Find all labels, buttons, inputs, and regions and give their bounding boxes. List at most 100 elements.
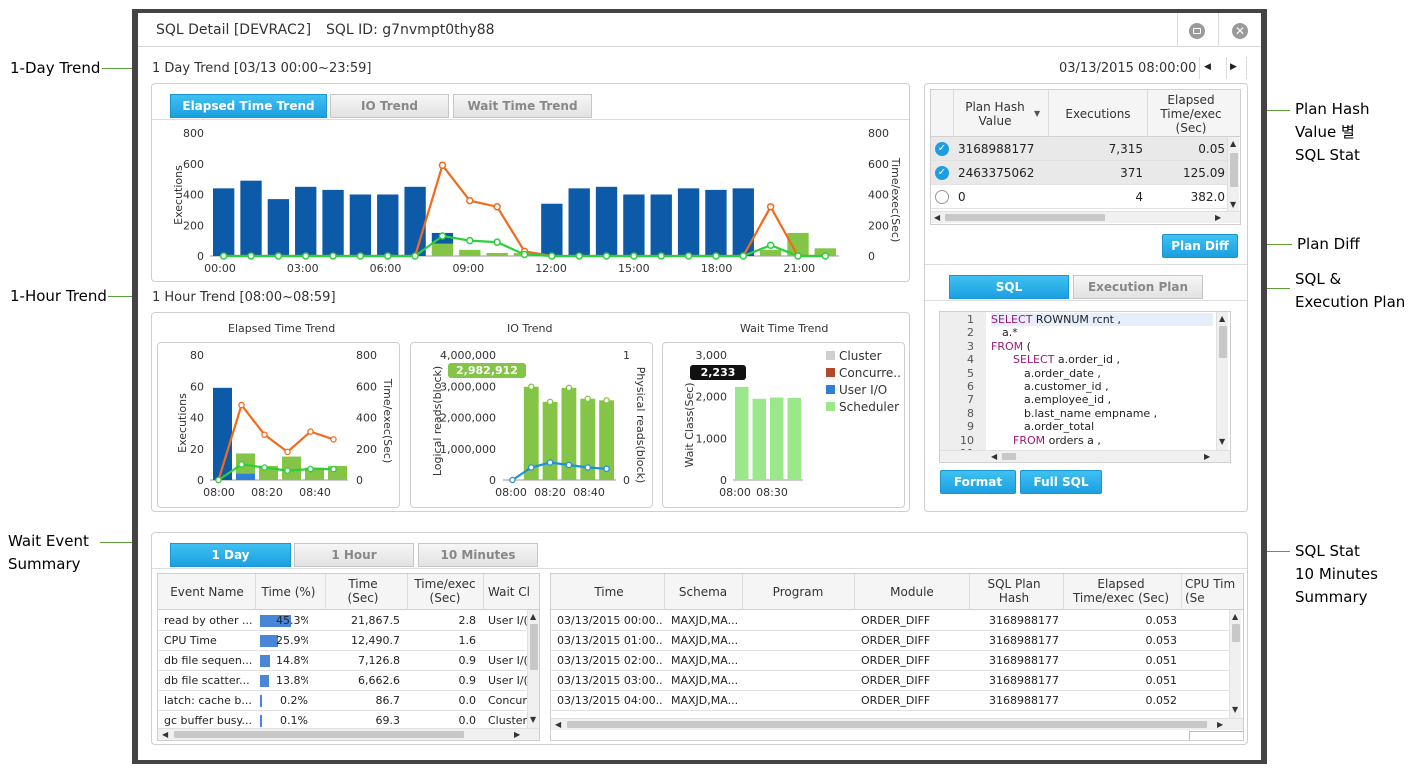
tab-io-trend[interactable]: IO Trend <box>330 94 449 118</box>
elapsed-cell: 0.051 <box>1145 674 1178 687</box>
col-time-sec[interactable]: Time (Sec) <box>347 577 379 605</box>
sql-line-number: 5 <box>967 366 974 380</box>
stat-hscroll[interactable]: ◀ ▶ <box>551 718 1243 730</box>
execution-bar <box>404 186 426 256</box>
tab-sql[interactable]: SQL <box>949 275 1069 299</box>
col-schema[interactable]: Schema <box>678 585 728 599</box>
logical-read-point <box>584 395 591 403</box>
execution-bar <box>322 189 344 256</box>
tab-10minutes[interactable]: 10 Minutes <box>418 543 538 567</box>
col-module[interactable]: Module <box>890 585 934 599</box>
x-tick: 12:00 <box>535 262 567 275</box>
plan-hscroll[interactable]: ◀ ▶ <box>931 211 1240 223</box>
scheduler-bar <box>752 398 766 480</box>
cpu-point <box>356 252 365 260</box>
wait-event-row[interactable]: db file sequen... 14.8% 7,126.8 0.9 User I/( <box>158 651 528 670</box>
wait-event-row[interactable]: CPU Time 25.9% 12,490.7 1.6 <box>158 631 526 650</box>
close-icon[interactable]: ✕ <box>1232 23 1248 39</box>
sql-editor[interactable]: 1 SELECT ROWNUM rcnt , 2 a.* 3 FROM (4 SELECT … <box>939 311 1231 463</box>
cpu-point <box>307 465 314 473</box>
unchecked-icon[interactable] <box>935 190 949 204</box>
elapsed-cell: 0.05 <box>1198 142 1225 156</box>
execution-bar <box>213 188 235 256</box>
format-sql-button[interactable]: Format SQL <box>940 470 1016 511</box>
elapsed-cell: 0.051 <box>1145 654 1178 667</box>
col-sql-plan-hash[interactable]: SQL Plan Hash <box>987 577 1041 605</box>
wait-event-row[interactable]: db file scatter... 13.8% 6,662.6 0.9 User I/… <box>158 671 528 690</box>
plan-row[interactable]: 0 4 382.0 <box>931 185 1227 209</box>
y-tick-right: 600 <box>868 158 889 171</box>
execution-bar <box>213 387 232 480</box>
y-axis-label-right: Physical reads(block) <box>634 367 647 484</box>
sql-stat-row[interactable]: 03/13/2015 03:00... MAXJD,MA... ORDER_DIFF… <box>551 671 1229 690</box>
wait-hscroll[interactable]: ◀ ▶ <box>158 728 539 740</box>
sql-hscroll[interactable]: ◀ ▶ <box>940 450 1230 462</box>
col-elapsed[interactable]: Elapsed Time/exec (Sec) <box>1160 93 1222 135</box>
elapsed-point <box>238 401 245 409</box>
logical-read-bar <box>599 400 614 480</box>
time-pct-bar <box>260 715 262 727</box>
sql-vscroll[interactable]: ▲ ▼ <box>1216 312 1228 450</box>
event-name-cell: latch: cache b... <box>164 694 252 707</box>
checked-icon[interactable]: ✓ <box>935 166 949 180</box>
col-program[interactable]: Program <box>772 585 824 599</box>
tab-elapsed-time-trend[interactable]: Elapsed Time Trend <box>170 94 327 118</box>
sql-line-number: 8 <box>967 406 974 420</box>
cpu-point <box>247 252 255 260</box>
executions-cell: 7,315 <box>1108 142 1143 156</box>
col-plan-hash[interactable]: Plan Hash Value <box>965 100 1025 128</box>
plan-diff-button[interactable]: Plan Diff <box>1162 234 1238 258</box>
wait-event-row[interactable]: latch: cache b... 0.2% 86.7 0.0 Concur <box>158 691 527 710</box>
sql-stat-row[interactable]: 03/13/2015 02:00... MAXJD,MA... ORDER_DIFF… <box>551 651 1229 670</box>
checked-icon[interactable]: ✓ <box>935 142 949 156</box>
elapsed-line <box>217 402 334 481</box>
stat-vscroll[interactable]: ▲ ▼ <box>1229 610 1241 718</box>
sql-line-number: 10 <box>960 433 974 447</box>
wait-vscroll[interactable]: ▲ ▼ <box>527 610 539 728</box>
module-cell: ORDER_DIFF <box>861 614 931 627</box>
cpu-point <box>575 252 583 260</box>
wait-badge: 2,233 <box>701 366 736 379</box>
physical-read-point <box>584 464 591 471</box>
hour-io-box: 4,000,000 3,000,000 2,000,000 1,000,000 0 1 0 L… <box>410 342 653 508</box>
sql-stat-row[interactable]: 03/13/2015 01:00... MAXJD,MA... ORDER_DIFF… <box>551 631 1229 650</box>
col-cpu-time[interactable]: CPU Tim (Se <box>1185 577 1236 605</box>
sql-stat-row[interactable]: 03/13/2015 00:00... MAXJD,MA... ORDER_DIFF… <box>551 611 1229 630</box>
x-tick: 08:00 <box>495 486 527 499</box>
plan-vscroll[interactable]: ▲ ▼ <box>1227 137 1239 211</box>
tab-1hour[interactable]: 1 Hour <box>294 543 414 567</box>
col-time-pct[interactable]: Time (%) <box>261 585 316 599</box>
plan-row[interactable]: ✓ 3168988177 7,315 0.05 <box>931 137 1227 161</box>
legend-swatch <box>826 402 835 411</box>
y-tick-right: 200 <box>356 443 377 456</box>
x-tick: 08:00 <box>719 486 751 499</box>
full-sql-text-button[interactable]: Full SQL Text <box>1020 470 1102 511</box>
sql-line: a.order_date , <box>1024 366 1101 380</box>
sort-down-icon[interactable]: ▼ <box>1034 109 1041 118</box>
tab-execution-plan[interactable]: Execution Plan <box>1073 275 1203 299</box>
next-arrow-icon[interactable]: ▶ <box>1230 62 1237 72</box>
tab-wait-time-trend[interactable]: Wait Time Trend <box>453 94 592 118</box>
prev-arrow-icon[interactable]: ◀ <box>1204 62 1211 72</box>
green-bar <box>431 243 454 256</box>
col-elapsed-exec[interactable]: Elapsed Time/exec (Sec) <box>1072 577 1170 605</box>
col-event-name[interactable]: Event Name <box>170 585 244 599</box>
col-wait-class[interactable]: Wait Cl <box>488 585 531 599</box>
wait-event-row[interactable]: gc buffer busy... 0.1% 69.3 0.0 Cluster <box>158 711 527 730</box>
plan-hash-cell: 0 <box>958 190 966 204</box>
y-axis-label-left: Wait Class(Sec) <box>683 382 696 467</box>
col-executions[interactable]: Executions <box>1065 107 1131 121</box>
col-time[interactable]: Time <box>594 585 624 599</box>
minimize-icon[interactable] <box>1189 23 1205 39</box>
plan-row[interactable]: ✓ 2463375062 371 125.09 <box>931 161 1227 185</box>
col-time-exec[interactable]: Time/exec (Sec) <box>414 577 476 605</box>
plan-hash-cell: 3168988177 <box>989 634 1059 647</box>
tab-1day[interactable]: 1 Day <box>170 543 291 567</box>
plan-hash-cell: 2463375062 <box>958 166 1035 180</box>
page-input[interactable] <box>1189 731 1243 740</box>
callout-plan-hash: Plan Hash Value 별 SQL Stat <box>1295 100 1370 164</box>
sql-stat-row[interactable]: 03/13/2015 04:00... MAXJD,MA... ORDER_DIFF… <box>551 691 1229 710</box>
sql-line: SELECT ROWNUM rcnt , <box>991 313 1213 326</box>
cpu-point <box>712 252 720 260</box>
wait-event-row[interactable]: read by other ... 45.3% 21,867.5 2.8 User I/… <box>158 611 528 630</box>
